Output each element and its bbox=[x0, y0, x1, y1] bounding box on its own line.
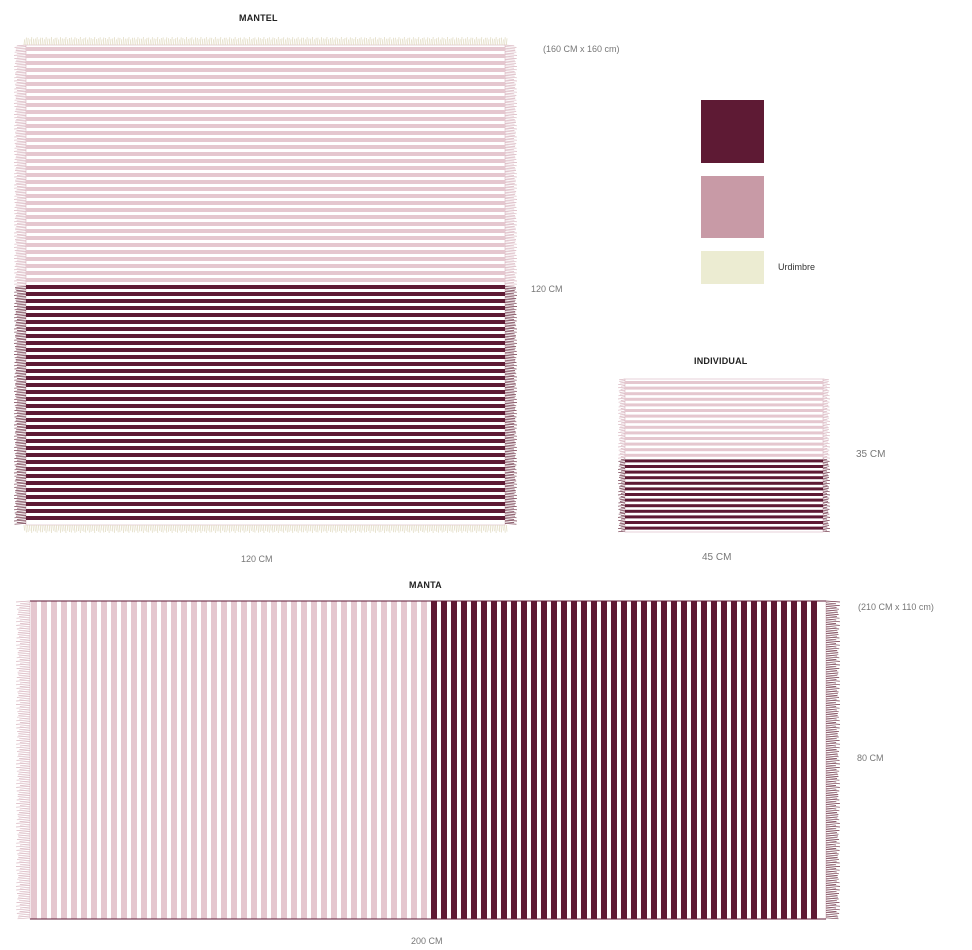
individual-height-label: 35 CM bbox=[856, 449, 886, 460]
mantel-width-label: 120 CM bbox=[241, 554, 273, 564]
mantel-size-note: (160 CM x 160 cm) bbox=[543, 44, 620, 54]
individual-title: INDIVIDUAL bbox=[694, 356, 748, 366]
individual-placemat bbox=[617, 378, 831, 533]
manta-height-label: 80 CM bbox=[857, 753, 884, 763]
manta-blanket bbox=[15, 600, 841, 920]
legend-warp-label: Urdimbre bbox=[778, 262, 816, 272]
individual-width-label: 45 CM bbox=[702, 552, 732, 563]
manta-width-label: 200 CM bbox=[411, 936, 443, 946]
legend-swatch-dark bbox=[701, 100, 764, 163]
legend-swatch-warp bbox=[701, 251, 764, 284]
legend-swatch-pink bbox=[701, 176, 764, 238]
color-legend bbox=[701, 100, 764, 284]
manta-title: MANTA bbox=[409, 580, 442, 590]
mantel-title: MANTEL bbox=[239, 13, 278, 23]
mantel-tablecloth bbox=[13, 36, 518, 534]
mantel-height-label: 120 CM bbox=[531, 284, 563, 294]
manta-size-note: (210 CM x 110 cm) bbox=[858, 602, 934, 612]
